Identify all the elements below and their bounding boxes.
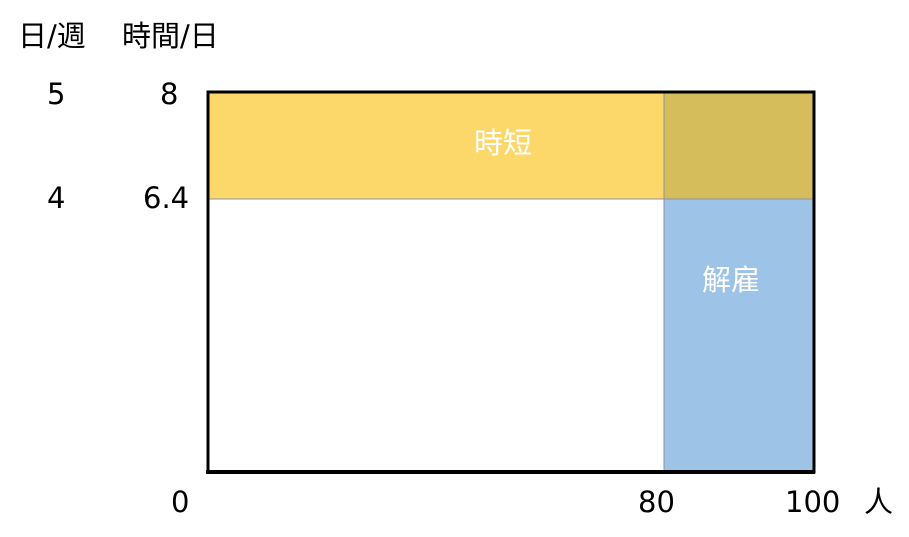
- days-value-bottom: 4: [47, 181, 65, 215]
- days-value-top: 5: [47, 77, 65, 111]
- x-axis-unit: 人: [864, 485, 893, 519]
- x-tick-0: 0: [171, 485, 189, 519]
- hours-value-top: 8: [160, 77, 178, 111]
- days-per-week-header: 日/週: [18, 19, 86, 53]
- x-tick-80: 80: [638, 485, 675, 519]
- x-tick-100: 100: [785, 485, 840, 519]
- shortened-hours-region: [208, 92, 664, 199]
- hours-value-bottom: 6.4: [143, 181, 189, 215]
- hours-per-day-header: 時間/日: [122, 19, 219, 53]
- dismissal-region: [664, 199, 813, 472]
- overlap-region: [664, 92, 813, 199]
- shortened-hours-label: 時短: [474, 126, 532, 160]
- dismissal-label: 解雇: [702, 263, 760, 297]
